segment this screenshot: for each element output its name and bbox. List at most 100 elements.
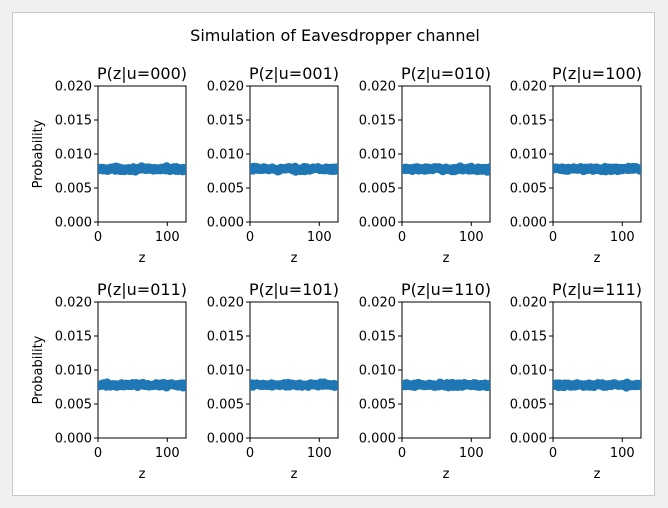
subplot-2: P(z|u=001) 0.000 0.005 0.010 0.015 0.020 0 100 z xyxy=(207,64,339,266)
y-tick-label: 0.010 xyxy=(359,148,396,163)
x-axis-label: z xyxy=(139,467,146,482)
scatter-series xyxy=(250,162,338,176)
y-tick-label: 0.000 xyxy=(207,216,244,231)
x-tick-label: 0 xyxy=(549,446,557,461)
scatter-series xyxy=(98,378,186,392)
subplot-8: P(z|u=111) 0.000 0.005 0.010 0.015 0.020 0 100 z xyxy=(510,280,642,482)
y-tick-label: 0.010 xyxy=(510,364,547,379)
subplot-title: P(z|u=111) xyxy=(552,280,642,299)
data-point xyxy=(485,163,490,173)
y-tick-label: 0.010 xyxy=(510,148,547,163)
subplot-title: P(z|u=001) xyxy=(249,64,339,83)
axes-frame xyxy=(97,85,187,223)
y-tick-label: 0.015 xyxy=(510,114,547,129)
x-tick-label: 0 xyxy=(94,446,102,461)
subplot-title: P(z|u=110) xyxy=(401,280,491,299)
x-tick-label: 100 xyxy=(307,446,332,461)
y-tick-label: 0.000 xyxy=(359,432,396,447)
x-tick-label: 0 xyxy=(246,230,254,245)
scatter-series xyxy=(402,378,490,392)
y-tick-label: 0.005 xyxy=(55,398,92,413)
figure-window: Simulation of Eavesdropper channel P(z|u… xyxy=(12,12,655,496)
y-tick-label: 0.010 xyxy=(55,148,92,163)
y-tick-label: 0.010 xyxy=(359,364,396,379)
scatter-series xyxy=(402,162,490,176)
data-point xyxy=(636,381,641,390)
subplot-title: P(z|u=101) xyxy=(249,280,339,299)
data-point xyxy=(333,164,338,173)
data-point xyxy=(181,379,186,389)
subplot-title: P(z|u=000) xyxy=(97,64,187,83)
x-tick-label: 0 xyxy=(549,230,557,245)
y-tick-label: 0.005 xyxy=(510,398,547,413)
y-tick-label: 0.020 xyxy=(510,80,547,95)
subplot-1: P(z|u=000) 0.000 0.005 0.010 0.015 0.020 0 100 z… xyxy=(31,64,187,266)
y-tick-label: 0.015 xyxy=(207,114,244,129)
y-tick-label: 0.000 xyxy=(55,216,92,231)
figure-canvas: Simulation of Eavesdropper channel P(z|u… xyxy=(31,26,642,482)
y-tick-label: 0.010 xyxy=(55,364,92,379)
subplot-6: P(z|u=101) 0.000 0.005 0.010 0.015 0.020 0 100 z xyxy=(207,280,339,482)
data-point xyxy=(333,380,338,390)
y-tick-label: 0.000 xyxy=(359,216,396,231)
axes-frame xyxy=(401,85,491,223)
x-tick-label: 0 xyxy=(94,230,102,245)
x-axis-label: z xyxy=(443,467,450,482)
x-axis-label: z xyxy=(443,251,450,266)
x-axis-label: z xyxy=(291,251,298,266)
y-axis-label: Probability xyxy=(31,119,46,188)
x-axis-label: z xyxy=(594,467,601,482)
y-tick-label: 0.005 xyxy=(510,182,547,197)
scatter-series xyxy=(98,162,186,176)
axes-frame xyxy=(249,301,339,439)
y-axis-label: Probability xyxy=(31,335,46,404)
y-tick-label: 0.005 xyxy=(55,182,92,197)
data-point xyxy=(636,164,641,174)
x-tick-label: 0 xyxy=(398,230,406,245)
y-tick-label: 0.015 xyxy=(207,330,244,345)
x-axis-label: z xyxy=(139,251,146,266)
x-tick-label: 100 xyxy=(459,446,484,461)
y-tick-label: 0.020 xyxy=(55,296,92,311)
y-tick-label: 0.020 xyxy=(207,296,244,311)
y-tick-label: 0.000 xyxy=(510,432,547,447)
subplot-7: P(z|u=110) 0.000 0.005 0.010 0.015 0.020 0 100 z xyxy=(359,280,491,482)
x-axis-label: z xyxy=(594,251,601,266)
y-tick-label: 0.020 xyxy=(359,80,396,95)
axes-frame xyxy=(552,85,642,223)
x-tick-label: 100 xyxy=(155,446,180,461)
axes-frame xyxy=(401,301,491,439)
x-tick-label: 100 xyxy=(459,230,484,245)
y-tick-label: 0.020 xyxy=(359,296,396,311)
y-tick-label: 0.005 xyxy=(359,398,396,413)
subplot-5: P(z|u=011) 0.000 0.005 0.010 0.015 0.020 0 100 z… xyxy=(31,280,187,482)
axes-frame xyxy=(97,301,187,439)
x-tick-label: 100 xyxy=(610,446,635,461)
y-tick-label: 0.000 xyxy=(207,432,244,447)
y-tick-label: 0.000 xyxy=(510,216,547,231)
y-tick-label: 0.015 xyxy=(55,114,92,129)
y-tick-label: 0.015 xyxy=(359,114,396,129)
y-tick-label: 0.020 xyxy=(55,80,92,95)
y-tick-label: 0.005 xyxy=(207,182,244,197)
scatter-series xyxy=(553,378,641,392)
x-axis-label: z xyxy=(291,467,298,482)
y-tick-label: 0.020 xyxy=(510,296,547,311)
x-tick-label: 100 xyxy=(155,230,180,245)
x-tick-label: 100 xyxy=(307,230,332,245)
subplot-title: P(z|u=010) xyxy=(401,64,491,83)
data-point xyxy=(181,166,186,176)
axes-frame xyxy=(552,301,642,439)
x-tick-label: 0 xyxy=(246,446,254,461)
y-tick-label: 0.010 xyxy=(207,364,244,379)
y-tick-label: 0.010 xyxy=(207,148,244,163)
x-tick-label: 100 xyxy=(610,230,635,245)
y-tick-label: 0.005 xyxy=(359,182,396,197)
data-point xyxy=(485,382,490,391)
y-tick-label: 0.020 xyxy=(207,80,244,95)
y-tick-label: 0.015 xyxy=(55,330,92,345)
y-tick-label: 0.000 xyxy=(55,432,92,447)
subplot-4: P(z|u=100) 0.000 0.005 0.010 0.015 0.020 0 100 z xyxy=(510,64,642,266)
x-tick-label: 0 xyxy=(398,446,406,461)
y-tick-label: 0.005 xyxy=(207,398,244,413)
